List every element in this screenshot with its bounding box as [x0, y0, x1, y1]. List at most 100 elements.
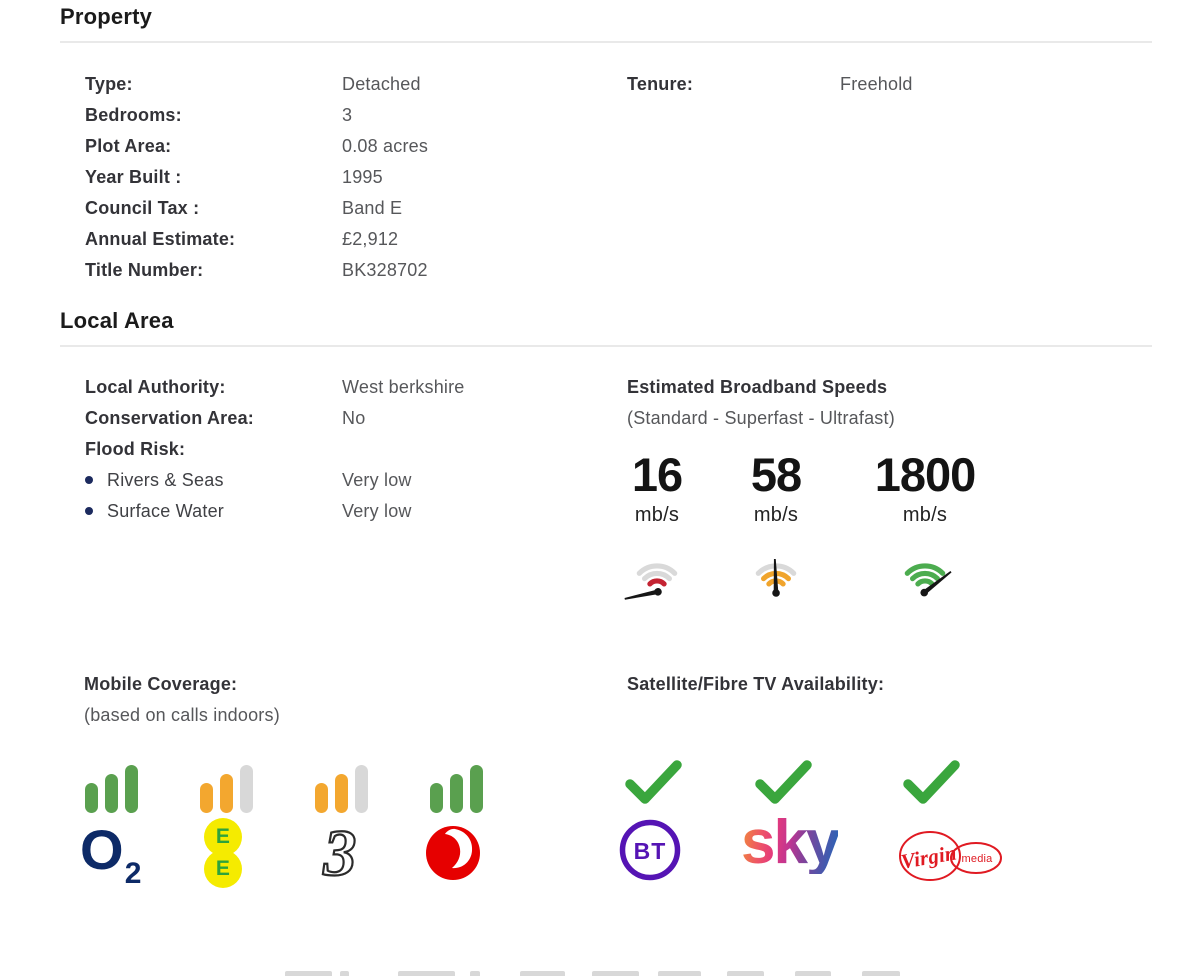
- row-value: Band E: [342, 198, 403, 218]
- vodafone-logo: [424, 824, 482, 887]
- speed-value: 16: [631, 448, 683, 501]
- row-label: Surface Water: [107, 501, 224, 521]
- mobile-coverage-subheading: (based on calls indoors): [84, 705, 280, 725]
- local-area-divider: [60, 345, 1152, 347]
- cutoff-text-fragment: [340, 971, 349, 976]
- svg-text:media: media: [962, 853, 994, 865]
- speed-unit: mb/s: [634, 504, 680, 526]
- row-label: Annual Estimate:: [85, 229, 236, 249]
- speed-unit: mb/s: [902, 504, 948, 526]
- broadband-speed-standard: 16 mb/s: [624, 448, 689, 601]
- cutoff-text-fragment: [727, 971, 764, 976]
- signal-bars-o2-icon: [85, 765, 138, 813]
- property-row-council-tax: Council Tax : Band E: [85, 198, 402, 219]
- row-value: 1995: [342, 167, 383, 187]
- property-row-annual-estimate: Annual Estimate: £2,912: [85, 229, 398, 250]
- property-row-plot-area: Plot Area: 0.08 acres: [85, 136, 428, 157]
- broadband-heading: Estimated Broadband Speeds: [627, 377, 888, 397]
- local-area-row-conservation: Conservation Area: No: [85, 408, 365, 429]
- cutoff-text-fragment: [520, 971, 565, 976]
- bullet-icon: [85, 476, 93, 484]
- row-value: £2,912: [342, 229, 399, 249]
- gauge-needle: [920, 570, 952, 597]
- svg-text:3: 3: [322, 818, 356, 888]
- gauge-needle: [772, 558, 780, 597]
- local-area-row-authority: Local Authority: West berkshire: [85, 377, 465, 398]
- property-divider: [60, 41, 1152, 43]
- row-value: Very low: [342, 501, 412, 521]
- row-label: Year Built :: [85, 167, 182, 187]
- row-value: West berkshire: [342, 377, 465, 397]
- signal-bar: [200, 783, 213, 813]
- signal-bar: [85, 783, 98, 813]
- signal-bar: [105, 774, 118, 813]
- signal-bars-vodafone-icon: [430, 765, 483, 813]
- flood-risk-surface-row: Surface Water Very low: [85, 501, 412, 522]
- row-value: Very low: [342, 470, 412, 490]
- o2-logo: O2: [80, 818, 142, 891]
- bt-logo: BT: [618, 818, 682, 887]
- broadband-subheading: (Standard - Superfast - Ultrafast): [627, 408, 895, 428]
- check-icon: [625, 760, 682, 804]
- cutoff-text-fragment: [795, 971, 831, 976]
- row-label: Plot Area:: [85, 136, 172, 156]
- signal-bar: [335, 774, 348, 813]
- cutoff-text-fragment: [592, 971, 639, 976]
- signal-bar: [220, 774, 233, 813]
- signal-bar: [315, 783, 328, 813]
- local-area-section-heading: Local Area: [60, 308, 174, 333]
- bullet-icon: [85, 507, 93, 515]
- flood-risk-rivers-row: Rivers & Seas Very low: [85, 470, 412, 491]
- broadband-speed-ultrafast: 1800 mb/s: [867, 451, 983, 601]
- property-section-heading: Property: [60, 4, 153, 29]
- signal-bar: [450, 774, 463, 813]
- signal-bar: [430, 783, 443, 813]
- row-label: Rivers & Seas: [107, 470, 224, 490]
- broadband-gauge-medium-icon: [755, 558, 797, 597]
- row-label: Title Number:: [85, 260, 204, 280]
- virgin-media-logo: Virgin media: [896, 818, 1006, 891]
- signal-bars-three-icon: [315, 765, 368, 813]
- row-label: Tenure:: [627, 74, 694, 94]
- speed-value: 1800: [874, 448, 977, 501]
- three-logo: 3: [312, 816, 368, 893]
- row-value: 0.08 acres: [342, 136, 429, 156]
- speed-unit: mb/s: [753, 504, 799, 526]
- row-value: Detached: [342, 74, 421, 94]
- signal-bar: [125, 765, 138, 813]
- signal-bar: [240, 765, 253, 813]
- svg-text:Virgin: Virgin: [899, 840, 958, 873]
- row-label: Local Authority:: [85, 377, 226, 397]
- row-value: BK328702: [342, 260, 428, 280]
- row-value: Freehold: [840, 74, 913, 94]
- signal-bars-ee-icon: [200, 765, 253, 813]
- tv-availability-heading: Satellite/Fibre TV Availability:: [627, 674, 885, 694]
- signal-bar: [470, 765, 483, 813]
- check-icon: [755, 760, 812, 804]
- property-row-tenure: Tenure: Freehold: [627, 74, 913, 95]
- cutoff-text-fragment: [398, 971, 455, 976]
- cutoff-text-fragment: [658, 971, 701, 976]
- broadband-gauge-high-icon: [904, 563, 952, 597]
- property-row-title-number: Title Number: BK328702: [85, 260, 428, 281]
- row-value: 3: [342, 105, 353, 125]
- broadband-speed-superfast: 58 mb/s: [744, 451, 808, 601]
- mobile-coverage-heading: Mobile Coverage:: [84, 674, 238, 694]
- row-label: Type:: [85, 74, 133, 94]
- row-label: Bedrooms:: [85, 105, 182, 125]
- cutoff-text-fragment: [285, 971, 332, 976]
- flood-risk-label: Flood Risk:: [85, 439, 186, 459]
- property-row-year-built: Year Built : 1995: [85, 167, 383, 188]
- signal-bar: [355, 765, 368, 813]
- sky-logo: sky: [741, 808, 840, 877]
- check-icon: [903, 760, 960, 804]
- cutoff-text-fragment: [862, 971, 900, 976]
- row-value: No: [342, 408, 366, 428]
- ee-logo: E E: [204, 818, 242, 888]
- row-label: Council Tax :: [85, 198, 200, 218]
- row-label: Conservation Area:: [85, 408, 254, 428]
- cutoff-text-fragment: [470, 971, 480, 976]
- speed-value: 58: [750, 448, 802, 501]
- svg-text:BT: BT: [634, 838, 667, 864]
